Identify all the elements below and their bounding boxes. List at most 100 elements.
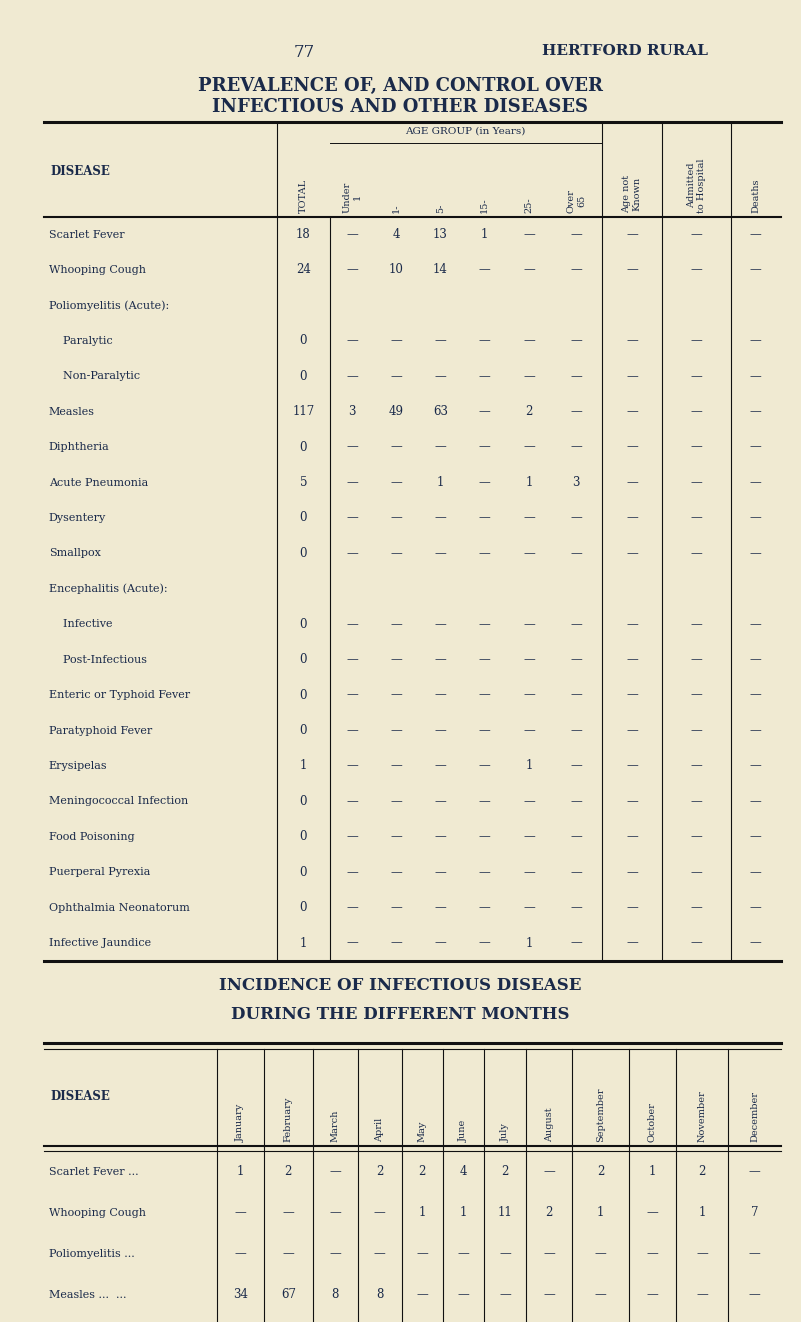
Text: —: — [523, 902, 535, 915]
Text: Acute Pneumonia: Acute Pneumonia [49, 477, 148, 488]
Text: —: — [390, 830, 402, 843]
Text: Whooping Cough: Whooping Cough [49, 1208, 146, 1218]
Text: —: — [626, 689, 638, 702]
Text: —: — [543, 1165, 555, 1178]
Text: —: — [690, 263, 702, 276]
Text: —: — [750, 902, 762, 915]
Text: Encephalitis (Acute):: Encephalitis (Acute): [49, 583, 167, 594]
Text: —: — [570, 263, 582, 276]
Text: —: — [479, 405, 490, 418]
Text: —: — [435, 936, 446, 949]
Text: —: — [458, 1288, 469, 1301]
Text: —: — [523, 440, 535, 453]
Text: —: — [523, 724, 535, 738]
Text: —: — [690, 547, 702, 561]
Text: 3: 3 [348, 405, 356, 418]
Text: —: — [749, 1165, 760, 1178]
Text: —: — [435, 370, 446, 383]
Text: Admitted
to Hospital: Admitted to Hospital [686, 159, 706, 213]
Text: —: — [626, 795, 638, 808]
Text: —: — [235, 1247, 247, 1260]
Text: 117: 117 [292, 405, 315, 418]
Text: —: — [626, 476, 638, 489]
Text: —: — [479, 334, 490, 348]
Text: —: — [390, 547, 402, 561]
Text: —: — [690, 512, 702, 525]
Text: —: — [543, 1288, 555, 1301]
Text: 2: 2 [501, 1165, 509, 1178]
Text: Diphtheria: Diphtheria [49, 442, 110, 452]
Text: —: — [626, 227, 638, 241]
Text: —: — [435, 866, 446, 879]
Text: 2: 2 [525, 405, 533, 418]
Text: —: — [390, 689, 402, 702]
Text: —: — [570, 795, 582, 808]
Text: —: — [690, 476, 702, 489]
Text: 0: 0 [300, 689, 307, 702]
Text: —: — [417, 1288, 429, 1301]
Text: —: — [523, 370, 535, 383]
Text: PREVALENCE OF, AND CONTROL OVER: PREVALENCE OF, AND CONTROL OVER [198, 77, 603, 95]
Text: —: — [626, 547, 638, 561]
Text: —: — [479, 617, 490, 631]
Text: —: — [570, 689, 582, 702]
Text: —: — [479, 440, 490, 453]
Text: 63: 63 [433, 405, 448, 418]
Text: —: — [750, 334, 762, 348]
Text: —: — [626, 512, 638, 525]
Text: 0: 0 [300, 547, 307, 561]
Text: 2: 2 [376, 1165, 384, 1178]
Text: —: — [435, 334, 446, 348]
Text: —: — [435, 830, 446, 843]
Text: —: — [346, 866, 358, 879]
Text: —: — [626, 830, 638, 843]
Text: —: — [690, 830, 702, 843]
Text: —: — [346, 936, 358, 949]
Text: 49: 49 [388, 405, 404, 418]
Text: —: — [523, 689, 535, 702]
Text: Post-Infectious: Post-Infectious [49, 654, 147, 665]
Text: —: — [346, 795, 358, 808]
Text: —: — [570, 936, 582, 949]
Text: 1: 1 [597, 1206, 605, 1219]
Text: —: — [390, 370, 402, 383]
Text: —: — [750, 512, 762, 525]
Text: —: — [750, 689, 762, 702]
Text: 1: 1 [698, 1206, 706, 1219]
Text: 24: 24 [296, 263, 311, 276]
Text: —: — [390, 759, 402, 772]
Text: Over
65: Over 65 [566, 189, 586, 213]
Text: —: — [346, 759, 358, 772]
Text: —: — [329, 1247, 341, 1260]
Text: —: — [523, 263, 535, 276]
Text: 1: 1 [460, 1206, 468, 1219]
Text: 0: 0 [300, 902, 307, 915]
Text: —: — [435, 617, 446, 631]
Text: —: — [435, 759, 446, 772]
Text: 15-: 15- [481, 197, 489, 213]
Text: —: — [499, 1288, 511, 1301]
Text: —: — [346, 263, 358, 276]
Text: September: September [596, 1088, 606, 1142]
Text: —: — [346, 440, 358, 453]
Text: —: — [435, 547, 446, 561]
Text: —: — [646, 1247, 658, 1260]
Text: —: — [626, 936, 638, 949]
Text: —: — [390, 440, 402, 453]
Text: 5-: 5- [436, 204, 445, 213]
Text: —: — [570, 902, 582, 915]
Text: —: — [390, 902, 402, 915]
Text: 18: 18 [296, 227, 311, 241]
Text: —: — [570, 227, 582, 241]
Text: —: — [690, 902, 702, 915]
Text: —: — [346, 902, 358, 915]
Text: 1: 1 [525, 759, 533, 772]
Text: Non-Paralytic: Non-Paralytic [49, 371, 140, 381]
Text: 8: 8 [376, 1288, 384, 1301]
Text: 0: 0 [300, 653, 307, 666]
Text: —: — [750, 830, 762, 843]
Text: —: — [346, 476, 358, 489]
Text: —: — [346, 617, 358, 631]
Text: —: — [626, 370, 638, 383]
Text: 0: 0 [300, 370, 307, 383]
